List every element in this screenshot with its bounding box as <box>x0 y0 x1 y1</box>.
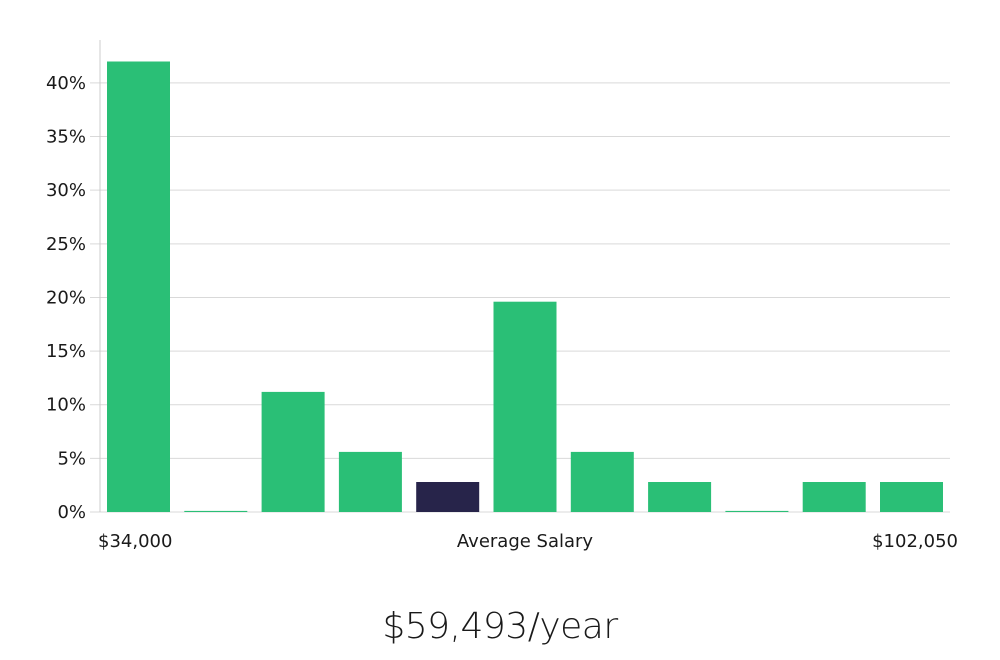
grid-layer <box>90 82 950 513</box>
bar <box>493 301 557 512</box>
y-tick-label: 25% <box>46 234 86 255</box>
y-tick-label: 15% <box>46 341 86 362</box>
y-tick-label: 20% <box>46 287 86 308</box>
y-tick-label: 10% <box>46 395 86 416</box>
y-tick-label: 35% <box>46 127 86 148</box>
x-max-label: $102,050 <box>872 531 958 552</box>
y-tick-label: 30% <box>46 180 86 201</box>
bar <box>880 482 943 512</box>
x-min-label: $34,000 <box>98 531 172 552</box>
y-tick-label: 0% <box>57 502 86 523</box>
chart-canvas: 0% 5% 10% 15% 20% 25% 30% 35% 40% $34,000 Averag… <box>46 40 958 552</box>
bar <box>648 482 712 512</box>
y-axis-ticks: 0% 5% 10% 15% 20% 25% 30% 35% 40% <box>46 73 86 523</box>
bar <box>802 482 866 512</box>
y-tick-label: 5% <box>57 448 86 469</box>
bar <box>338 451 402 512</box>
bar <box>107 61 170 512</box>
bar-highlighted <box>416 482 480 512</box>
x-mid-label: Average Salary <box>457 531 594 552</box>
average-salary-value: $59,493/year <box>382 606 618 647</box>
bar <box>261 391 325 512</box>
bar <box>570 451 634 512</box>
bars-layer <box>107 61 943 512</box>
bar <box>184 510 248 512</box>
y-tick-label: 40% <box>46 73 86 94</box>
bar <box>725 510 789 512</box>
